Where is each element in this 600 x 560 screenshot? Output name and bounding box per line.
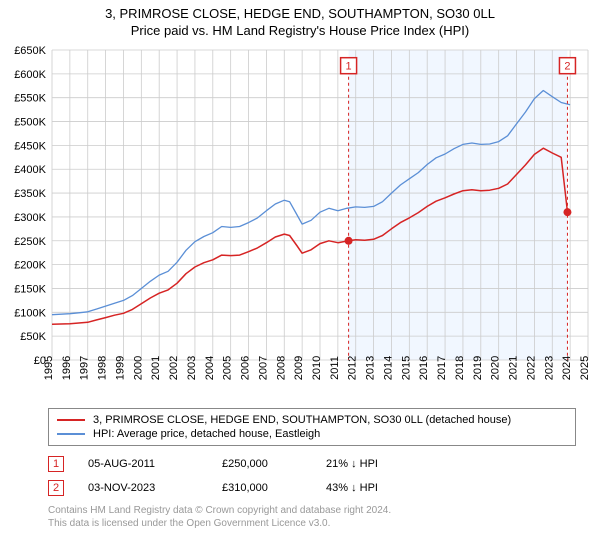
x-tick-label: 2021 [508, 356, 520, 380]
chart: £0£50K£100K£150K£200K£250K£300K£350K£400… [0, 40, 600, 400]
y-tick-label: £300K [14, 212, 46, 224]
x-tick-label: 2015 [400, 356, 412, 380]
x-tick-label: 2017 [436, 356, 448, 380]
y-tick-label: £600K [14, 69, 46, 81]
y-tick-label: £200K [14, 260, 46, 272]
sale-row-marker: 2 [48, 480, 64, 496]
y-tick-label: £50K [20, 331, 46, 343]
x-tick-label: 2002 [168, 356, 180, 380]
sale-row-delta: 43% ↓ HPI [326, 482, 378, 494]
x-tick-label: 2007 [257, 356, 269, 380]
y-tick-label: £450K [14, 140, 46, 152]
sale-row: 1 05-AUG-2011 £250,000 21% ↓ HPI [48, 452, 576, 476]
x-tick-label: 2018 [454, 356, 466, 380]
x-tick-label: 1996 [61, 356, 73, 380]
legend-row: HPI: Average price, detached house, East… [57, 427, 567, 441]
sales-table: 1 05-AUG-2011 £250,000 21% ↓ HPI 2 03-NOV-202… [48, 452, 576, 500]
x-tick-label: 2020 [490, 356, 502, 380]
legend-row: 3, PRIMROSE CLOSE, HEDGE END, SOUTHAMPTO… [57, 413, 567, 427]
y-tick-label: £100K [14, 307, 46, 319]
sale-marker-number: 1 [346, 61, 352, 73]
x-tick-label: 2003 [186, 356, 198, 380]
x-tick-label: 2023 [543, 356, 555, 380]
x-tick-label: 2022 [525, 356, 537, 380]
sale-row-price: £310,000 [222, 482, 302, 494]
x-tick-label: 2025 [579, 356, 591, 380]
x-tick-label: 2013 [365, 356, 377, 380]
x-tick-label: 2001 [150, 356, 162, 380]
x-tick-label: 1997 [79, 356, 91, 380]
y-tick-label: £550K [14, 93, 46, 105]
x-tick-label: 2009 [293, 356, 305, 380]
legend-label: HPI: Average price, detached house, East… [93, 428, 320, 440]
title-address: 3, PRIMROSE CLOSE, HEDGE END, SOUTHAMPTO… [0, 6, 600, 21]
chart-container: { "title_line1": "3, PRIMROSE CLOSE, HED… [0, 0, 600, 530]
y-tick-label: £250K [14, 236, 46, 248]
x-tick-label: 2016 [418, 356, 430, 380]
legend-swatch [57, 433, 85, 435]
sale-dot [563, 208, 571, 216]
legend-swatch [57, 419, 85, 421]
x-tick-label: 1998 [97, 356, 109, 380]
sale-row-date: 05-AUG-2011 [88, 458, 198, 470]
y-tick-label: £350K [14, 188, 46, 200]
footer-line2: This data is licensed under the Open Gov… [48, 517, 576, 530]
footer-attribution: Contains HM Land Registry data © Crown c… [48, 504, 576, 530]
x-tick-label: 1995 [43, 356, 55, 380]
chart-svg: £0£50K£100K£150K£200K£250K£300K£350K£400… [0, 40, 600, 400]
x-tick-label: 2008 [275, 356, 287, 380]
x-tick-label: 2006 [240, 356, 252, 380]
x-tick-label: 2000 [132, 356, 144, 380]
x-tick-label: 2011 [329, 356, 341, 380]
legend-label: 3, PRIMROSE CLOSE, HEDGE END, SOUTHAMPTO… [93, 414, 511, 426]
x-tick-label: 2004 [204, 356, 216, 380]
sale-row: 2 03-NOV-2023 £310,000 43% ↓ HPI [48, 476, 576, 500]
legend: 3, PRIMROSE CLOSE, HEDGE END, SOUTHAMPTO… [48, 408, 576, 446]
x-tick-label: 2019 [472, 356, 484, 380]
sale-row-price: £250,000 [222, 458, 302, 470]
sale-marker-number: 2 [564, 61, 570, 73]
y-tick-label: £650K [14, 45, 46, 57]
sale-row-date: 03-NOV-2023 [88, 482, 198, 494]
x-tick-label: 1999 [114, 356, 126, 380]
footer-line1: Contains HM Land Registry data © Crown c… [48, 504, 576, 517]
y-tick-label: £150K [14, 283, 46, 295]
title-subtitle: Price paid vs. HM Land Registry's House … [0, 23, 600, 38]
y-tick-label: £500K [14, 117, 46, 129]
x-tick-label: 2005 [222, 356, 234, 380]
sale-row-delta: 21% ↓ HPI [326, 458, 378, 470]
x-tick-label: 2010 [311, 356, 323, 380]
sale-dot [345, 237, 353, 245]
sale-row-marker: 1 [48, 456, 64, 472]
y-tick-label: £400K [14, 164, 46, 176]
x-tick-label: 2014 [382, 356, 394, 380]
title-block: 3, PRIMROSE CLOSE, HEDGE END, SOUTHAMPTO… [0, 0, 600, 40]
